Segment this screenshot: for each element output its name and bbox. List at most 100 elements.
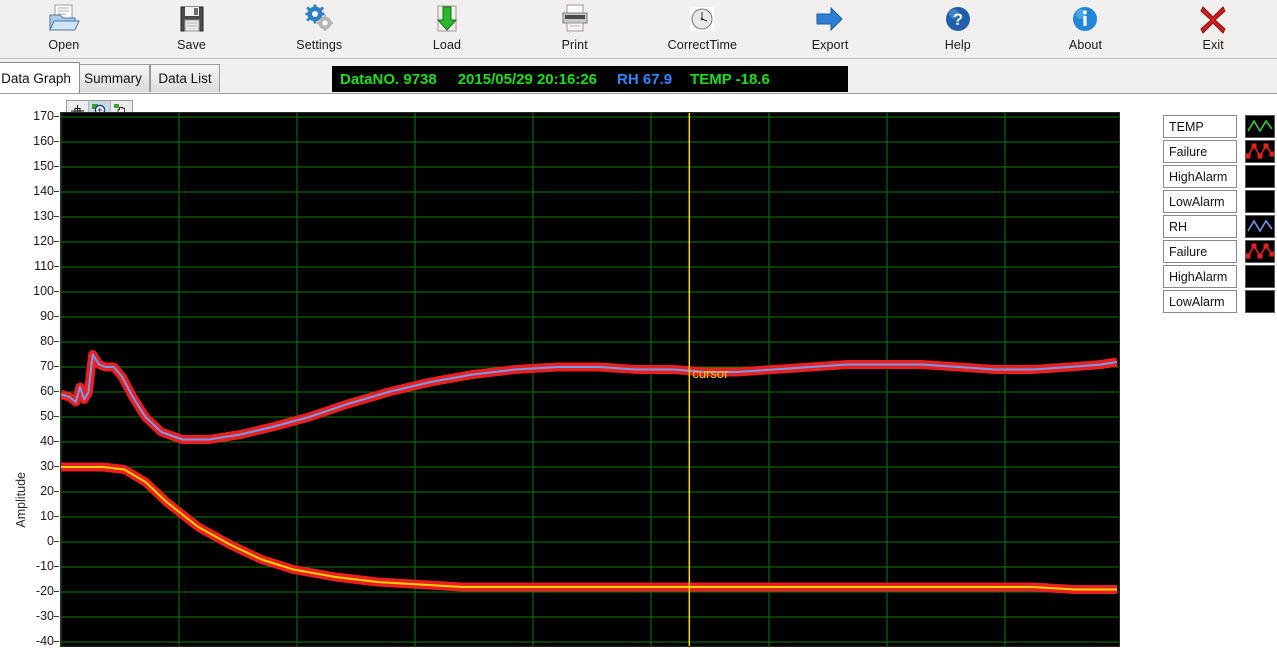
status-rh-value: RH 67.9 <box>617 70 673 88</box>
toolbar-button-export[interactable]: Export <box>766 0 894 52</box>
legend-style-swatch[interactable] <box>1245 140 1275 163</box>
legend-label: HighAlarm <box>1163 265 1237 288</box>
main-toolbar: Open Save <box>0 0 1277 59</box>
chart-svg: cursor <box>61 113 1119 646</box>
legend-style-swatch[interactable] <box>1245 215 1275 238</box>
legend-row[interactable]: HighAlarm <box>1163 164 1275 189</box>
floppy-disk-icon <box>177 3 207 35</box>
y-axis-tick-label: -30 <box>35 609 54 623</box>
toolbar-button-correcttime[interactable]: CorrectTime <box>639 0 767 52</box>
legend-style-swatch[interactable] <box>1245 165 1275 188</box>
toolbar-label-exit: Exit <box>1202 38 1224 52</box>
y-axis-tick-label: 170 <box>33 109 54 123</box>
y-axis-tick-mark <box>54 491 59 492</box>
y-axis-tick-label: 50 <box>40 409 54 423</box>
tab-summary[interactable]: Summary <box>76 64 150 92</box>
y-axis-tick-mark <box>54 591 59 592</box>
legend-label: HighAlarm <box>1163 165 1237 188</box>
toolbar-label-export: Export <box>811 38 849 52</box>
toolbar-label-correcttime: CorrectTime <box>667 38 738 52</box>
legend-row[interactable]: LowAlarm <box>1163 289 1275 314</box>
y-axis-tick-label: 0 <box>47 534 54 548</box>
legend-row[interactable]: Failure <box>1163 139 1275 164</box>
y-axis-tick-mark <box>54 541 59 542</box>
toolbar-label-load: Load <box>432 38 462 52</box>
legend-label: LowAlarm <box>1163 190 1237 213</box>
toolbar-button-save[interactable]: Save <box>128 0 256 52</box>
status-temp-value: TEMP -18.6 <box>690 70 770 88</box>
legend-row[interactable]: HighAlarm <box>1163 264 1275 289</box>
red-x-icon <box>1198 3 1228 35</box>
status-data-number: DataNO. 9738 <box>340 70 437 88</box>
y-axis-tick-label: -10 <box>35 559 54 573</box>
toolbar-button-exit[interactable]: Exit <box>1149 0 1277 52</box>
y-axis-tick-mark <box>54 416 59 417</box>
y-axis-tick-label: 150 <box>33 159 54 173</box>
toolbar-button-open[interactable]: Open <box>0 0 128 52</box>
y-axis-tick-label: 60 <box>40 384 54 398</box>
y-axis-tick-label: 90 <box>40 309 54 323</box>
tab-data-list[interactable]: Data List <box>150 64 220 92</box>
toolbar-label-open: Open <box>48 38 80 52</box>
legend-style-swatch[interactable] <box>1245 190 1275 213</box>
tab-data-list-label: Data List <box>158 71 212 86</box>
toolbar-button-about[interactable]: About <box>1022 0 1150 52</box>
y-axis-tick-mark <box>54 166 59 167</box>
legend-style-swatch[interactable] <box>1245 290 1275 313</box>
y-axis-tick-label: 120 <box>33 234 54 248</box>
toolbar-button-settings[interactable]: Settings <box>255 0 383 52</box>
clock-icon <box>688 3 716 35</box>
toolbar-button-print[interactable]: Print <box>511 0 639 52</box>
status-readout: DataNO. 9738 2015/05/29 20:16:26 RH 67.9… <box>332 66 848 92</box>
legend-label: TEMP <box>1163 115 1237 138</box>
legend-style-swatch[interactable] <box>1245 115 1275 138</box>
toolbar-button-load[interactable]: Load <box>383 0 511 52</box>
tab-data-graph-label: Data Graph <box>1 70 71 86</box>
toolbar-button-help[interactable]: ? Help <box>894 0 1022 52</box>
legend-row[interactable]: Failure <box>1163 239 1275 264</box>
y-axis-tick-mark <box>54 191 59 192</box>
y-axis-tick-label: 130 <box>33 209 54 223</box>
folder-open-icon <box>47 3 81 35</box>
legend-row[interactable]: LowAlarm <box>1163 189 1275 214</box>
legend-label: RH <box>1163 215 1237 238</box>
legend-row[interactable]: RH <box>1163 214 1275 239</box>
y-axis-tick-mark <box>54 291 59 292</box>
svg-text:?: ? <box>953 10 963 29</box>
gears-icon <box>303 3 335 35</box>
series-failure-band <box>61 462 1117 594</box>
y-axis-tick-mark <box>54 641 59 642</box>
y-axis-tick-label: -40 <box>35 634 54 648</box>
status-datetime: 2015/05/29 20:16:26 <box>457 70 598 88</box>
toolbar-label-help: Help <box>944 38 971 52</box>
blue-info-icon <box>1070 3 1100 35</box>
y-axis-tick-mark <box>54 441 59 442</box>
grid-lines <box>61 113 1119 646</box>
y-axis-tick-label: 10 <box>40 509 54 523</box>
y-axis-tick-mark <box>54 616 59 617</box>
toolbar-label-save: Save <box>177 38 206 52</box>
y-axis-tick-mark <box>54 241 59 242</box>
y-axis-ticks: 170 160 150 140 130 120 110 100 90 80 70 60 50 40 30 20… <box>0 109 59 648</box>
y-axis-tick-label: -20 <box>35 584 54 598</box>
y-axis-tick-label: 160 <box>33 134 54 148</box>
y-axis-tick-mark <box>54 366 59 367</box>
y-axis-tick-mark <box>54 566 59 567</box>
series-line <box>61 353 1118 441</box>
legend-style-swatch[interactable] <box>1245 265 1275 288</box>
legend-row[interactable]: TEMP <box>1163 114 1275 139</box>
y-axis-tick-label: 100 <box>33 284 54 298</box>
y-axis-tick-label: 30 <box>40 459 54 473</box>
tab-summary-label: Summary <box>84 71 142 86</box>
legend-panel: TEMP Failure HighAlarm LowAlarm RH Failure Hig… <box>1163 114 1275 314</box>
y-axis-tick-mark <box>54 391 59 392</box>
y-axis-tick-label: 40 <box>40 434 54 448</box>
series-line <box>61 466 1117 591</box>
y-axis-tick-label: 110 <box>34 259 54 273</box>
printer-icon <box>559 3 591 35</box>
chart-canvas[interactable]: cursor <box>60 112 1120 647</box>
legend-style-swatch[interactable] <box>1245 240 1275 263</box>
y-axis-tick-mark <box>54 216 59 217</box>
tab-data-graph[interactable]: Data Graph <box>0 62 80 93</box>
y-axis-tick-mark <box>54 141 59 142</box>
